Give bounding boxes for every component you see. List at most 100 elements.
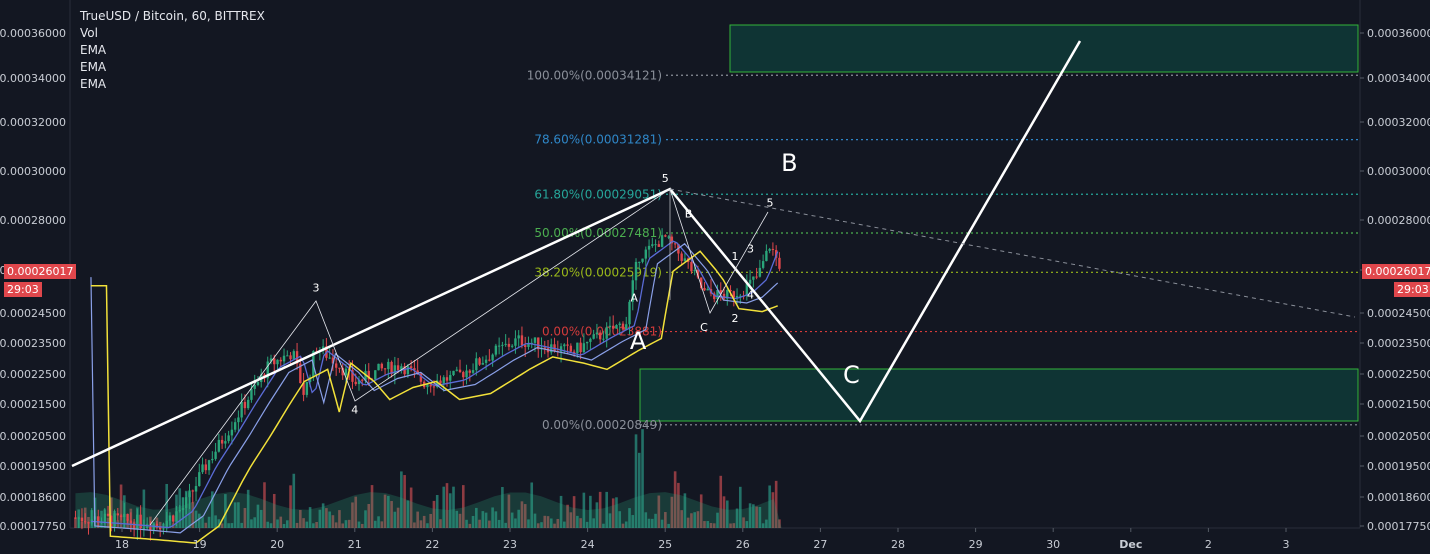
candle-body	[406, 366, 410, 375]
candle-body	[237, 417, 240, 423]
volume-bar	[696, 511, 700, 528]
candle-body	[416, 370, 419, 374]
candle-body	[729, 290, 732, 292]
candle-body	[175, 511, 178, 522]
x-tick-label: 24	[581, 538, 595, 551]
x-tick-label: 3	[1283, 538, 1290, 551]
candle-body	[638, 261, 641, 263]
volume-bar	[455, 510, 459, 528]
x-tick-label: 30	[1046, 538, 1060, 551]
volume-bar	[367, 503, 371, 528]
x-tick-label: 22	[425, 538, 439, 551]
candle-body	[361, 379, 364, 381]
candle-body	[364, 370, 367, 381]
volume-bar	[370, 485, 374, 528]
candle-body	[198, 472, 201, 487]
volume-bar	[211, 491, 214, 528]
y-tick-label-right: 0.00019500	[1367, 460, 1430, 473]
volume-bar	[292, 473, 296, 528]
candle-body	[334, 363, 338, 368]
volume-bar	[390, 501, 393, 528]
volume-bar	[188, 492, 191, 528]
candle-body	[158, 526, 162, 530]
candle-body	[162, 528, 165, 530]
y-tick-label-right: 0.00018600	[1367, 491, 1430, 504]
candle-body	[123, 513, 126, 518]
candle-body	[644, 249, 647, 259]
volume-bar	[416, 511, 419, 528]
volume-bar	[435, 494, 439, 528]
y-axis-right: 0.00036000 0.00034000 0.00032000 0.00030000…	[1360, 27, 1430, 533]
candle-body	[84, 521, 87, 523]
candle-body	[204, 464, 208, 471]
candle-body	[380, 363, 384, 369]
y-tick-label-left: 0.00024500	[0, 307, 66, 320]
volume-bar	[269, 523, 273, 528]
volume-bar	[582, 492, 586, 528]
candle-body	[458, 369, 462, 373]
volume-bar	[758, 506, 762, 528]
volume-bar	[321, 503, 325, 528]
candle-body	[429, 384, 432, 387]
abc-projection-line	[71, 40, 1082, 468]
volume-bar	[605, 491, 608, 528]
candle-body	[393, 365, 397, 375]
volume-bar	[556, 518, 560, 528]
ema-fast-line	[90, 240, 779, 529]
volume-bar	[771, 492, 775, 528]
volume-bar	[201, 517, 204, 528]
wave-label: 3	[747, 243, 754, 256]
candle-body	[768, 248, 771, 251]
candle-body	[563, 344, 566, 347]
candle-body	[194, 486, 198, 492]
ema-indicator-1[interactable]: EMA	[80, 43, 107, 57]
volume-bar	[318, 509, 322, 528]
y-tick-label-left: 0.00032000	[0, 116, 66, 129]
ema-indicator-2[interactable]: EMA	[80, 60, 107, 74]
volume-bar	[683, 493, 687, 528]
candle-body	[207, 460, 211, 471]
volume-bar	[347, 519, 351, 528]
fib-label: 61.80%(0.00029051)	[534, 187, 662, 201]
candle-body	[664, 235, 667, 237]
candle-body	[589, 338, 592, 342]
volume-bar	[334, 522, 338, 528]
candle-body	[139, 514, 142, 529]
candle-body	[745, 283, 749, 296]
volume-bar	[664, 512, 667, 528]
symbol-title[interactable]: TrueUSD / Bitcoin, 60, BITTREX	[80, 9, 265, 23]
candle-body	[149, 527, 152, 531]
wave-labels: 3 4 5 A B C 1 2 3 4 5 A B C	[313, 149, 860, 417]
volume-bar	[207, 516, 211, 528]
fibonacci-levels: 127.20%(0.00037751) 100.00%(0.00034121) 78…	[527, 0, 1360, 432]
candle-body	[224, 441, 227, 444]
candle-body	[543, 347, 546, 349]
candle-body	[97, 516, 100, 524]
volume-bar	[699, 494, 703, 528]
volume-bar	[354, 496, 358, 528]
candle-body	[217, 439, 221, 452]
candle-body	[484, 359, 488, 363]
volume-bar	[396, 507, 400, 528]
volume-bar	[224, 494, 227, 528]
y-tick-label-left: 0.00017750	[0, 520, 66, 533]
candle-body	[116, 513, 120, 516]
candle-body	[605, 327, 608, 339]
volume-bar	[752, 504, 755, 528]
candle-body	[527, 343, 530, 347]
volume-bar	[468, 523, 472, 528]
volume-indicator[interactable]: Vol	[80, 26, 98, 40]
volume-bar	[373, 520, 377, 528]
volume-bar	[243, 508, 247, 528]
y-tick-label-left: 0.00034000	[0, 72, 66, 85]
fib-label: 38.20%(0.00025919)	[534, 265, 662, 279]
volume-bar	[712, 523, 716, 528]
volume-bar	[628, 508, 631, 528]
volume-bar	[520, 501, 524, 528]
volume-bar	[445, 483, 449, 528]
ema-indicator-3[interactable]: EMA	[80, 77, 107, 91]
candle-body	[631, 280, 634, 302]
volume-bar	[748, 503, 752, 528]
volume-bar	[194, 510, 198, 528]
